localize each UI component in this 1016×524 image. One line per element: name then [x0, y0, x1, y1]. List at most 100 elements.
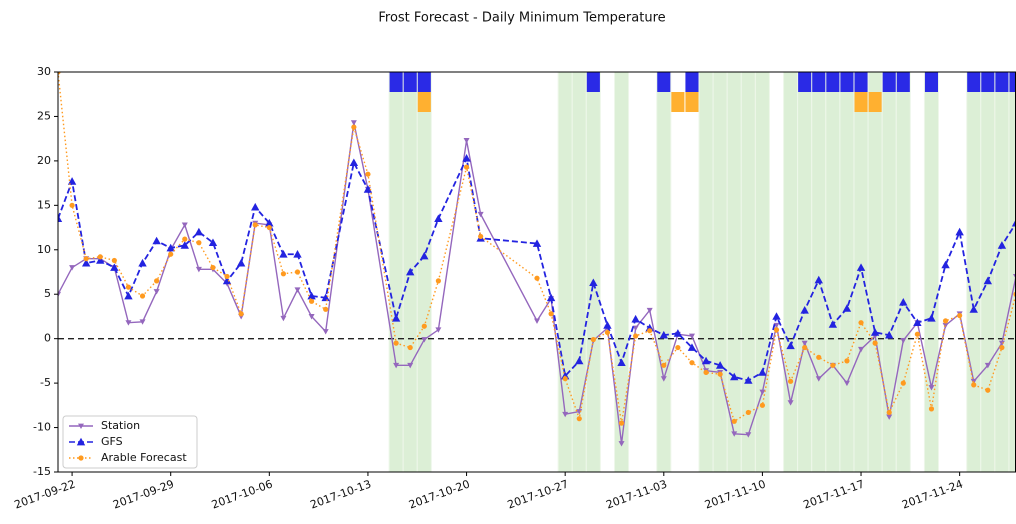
chart-title: Frost Forecast - Daily Minimum Temperatu… — [378, 11, 665, 26]
point — [802, 344, 808, 351]
point — [842, 304, 852, 312]
x-tick-label: 2017-09-22 — [13, 477, 78, 511]
point — [687, 343, 697, 351]
x-tick-label: 2017-11-10 — [703, 477, 768, 511]
point — [872, 340, 878, 346]
point — [689, 360, 695, 366]
frost-band — [388, 72, 404, 472]
point — [421, 337, 428, 343]
plot-area — [58, 72, 1016, 472]
point — [195, 266, 202, 273]
point — [407, 362, 414, 369]
point — [139, 293, 146, 299]
point — [363, 185, 373, 193]
point — [856, 263, 866, 271]
point — [759, 402, 766, 408]
point — [58, 214, 63, 223]
point — [208, 238, 218, 247]
point — [1011, 218, 1016, 227]
gfs-alert — [981, 72, 995, 92]
gfs-alert — [685, 72, 699, 92]
frost-band — [1008, 72, 1016, 472]
point — [168, 251, 174, 257]
point — [152, 236, 161, 245]
legend-label: GFS — [101, 435, 123, 448]
arable-alert — [685, 92, 699, 112]
y-tick-label: 30 — [37, 65, 51, 78]
gfs-alert — [840, 72, 854, 92]
point — [350, 120, 357, 126]
point — [843, 380, 850, 387]
point — [787, 400, 794, 406]
point — [576, 409, 583, 415]
frost-band — [613, 72, 630, 472]
point — [900, 380, 906, 386]
point — [604, 329, 611, 336]
arable-alert — [671, 92, 685, 112]
point — [885, 330, 894, 339]
point — [928, 406, 935, 412]
point — [393, 362, 400, 369]
point — [787, 378, 794, 384]
gfs-alert — [882, 72, 896, 92]
frost-band — [656, 72, 672, 472]
point — [393, 340, 399, 346]
point — [858, 320, 864, 326]
point — [886, 414, 893, 420]
point — [293, 250, 302, 258]
legend-marker — [76, 437, 86, 446]
point — [58, 291, 61, 298]
point — [534, 275, 540, 281]
point — [913, 318, 922, 327]
point — [786, 341, 795, 350]
point — [900, 338, 907, 344]
point — [772, 312, 781, 320]
point — [997, 241, 1007, 249]
point — [999, 344, 1005, 351]
point — [983, 276, 993, 285]
point — [124, 291, 133, 300]
frost-band — [853, 72, 869, 472]
point — [125, 320, 132, 326]
y-tick-label: -15 — [33, 465, 51, 478]
point — [96, 256, 105, 264]
point — [758, 368, 767, 376]
point — [294, 269, 301, 275]
point — [110, 263, 119, 271]
point — [236, 258, 246, 267]
gfs-alert — [995, 72, 1009, 92]
legend-label: Arable Forecast — [101, 451, 187, 464]
point — [222, 276, 232, 285]
x-tick-label: 2017-10-27 — [506, 477, 571, 511]
point — [210, 264, 216, 271]
arable-alert — [854, 92, 868, 112]
point — [420, 251, 429, 260]
y-tick-label: 5 — [44, 287, 51, 300]
point — [914, 331, 920, 337]
point — [647, 328, 653, 334]
point — [971, 382, 977, 388]
frost-band — [712, 72, 728, 472]
point — [731, 418, 737, 424]
point — [562, 411, 569, 418]
point — [462, 154, 471, 162]
frost-band — [783, 72, 799, 472]
point — [941, 260, 950, 269]
point — [463, 164, 470, 170]
point — [562, 376, 568, 382]
point — [463, 138, 470, 144]
frost-band — [585, 72, 601, 472]
point — [69, 265, 76, 271]
point — [984, 362, 991, 369]
point — [349, 158, 359, 167]
point — [886, 409, 892, 416]
point — [181, 222, 188, 228]
point — [265, 218, 274, 227]
y-tick-label: -5 — [40, 376, 51, 389]
point — [957, 312, 963, 319]
point — [154, 278, 160, 284]
point — [97, 254, 103, 260]
gfs-alert — [1009, 72, 1016, 92]
point — [407, 344, 413, 351]
legend-box — [62, 415, 198, 469]
